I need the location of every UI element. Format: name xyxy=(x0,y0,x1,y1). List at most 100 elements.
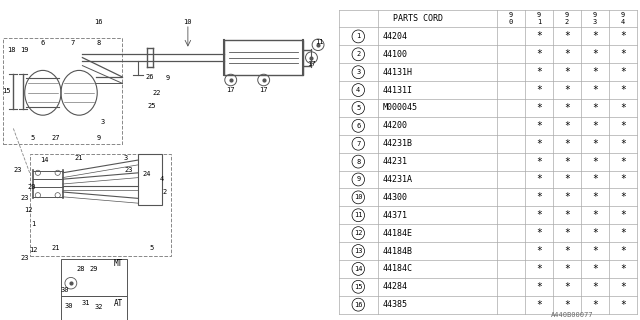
Text: 26: 26 xyxy=(146,74,154,80)
Text: *: * xyxy=(564,121,570,131)
Text: 44231B: 44231B xyxy=(382,139,412,148)
Text: *: * xyxy=(536,300,542,310)
Text: *: * xyxy=(592,85,598,95)
Text: 4: 4 xyxy=(356,87,360,93)
Text: *: * xyxy=(564,85,570,95)
Text: 44100: 44100 xyxy=(382,50,407,59)
Text: *: * xyxy=(592,264,598,274)
Text: 44231: 44231 xyxy=(382,157,407,166)
Text: 2: 2 xyxy=(163,189,167,195)
Text: 30: 30 xyxy=(65,303,74,308)
Text: 44131I: 44131I xyxy=(382,85,412,95)
Text: *: * xyxy=(620,67,626,77)
Text: *: * xyxy=(564,282,570,292)
Text: 8: 8 xyxy=(97,40,101,46)
Text: 17: 17 xyxy=(227,87,235,92)
Text: 23: 23 xyxy=(20,255,29,260)
Text: *: * xyxy=(564,49,570,59)
Text: 44385: 44385 xyxy=(382,300,407,309)
Text: 1: 1 xyxy=(356,33,360,39)
Text: 6: 6 xyxy=(356,123,360,129)
Text: 15: 15 xyxy=(3,88,11,94)
Bar xyxy=(29,154,172,256)
Text: 11: 11 xyxy=(354,212,362,218)
Text: 9
0: 9 0 xyxy=(509,12,513,25)
Text: *: * xyxy=(592,103,598,113)
Text: *: * xyxy=(564,210,570,220)
Text: *: * xyxy=(620,103,626,113)
Text: 7: 7 xyxy=(356,141,360,147)
Text: 3: 3 xyxy=(123,156,127,161)
Text: *: * xyxy=(536,139,542,149)
Text: PARTS CORD: PARTS CORD xyxy=(393,14,443,23)
Text: *: * xyxy=(564,300,570,310)
Text: 18: 18 xyxy=(7,47,16,52)
Text: 14: 14 xyxy=(354,266,362,272)
Text: *: * xyxy=(564,264,570,274)
Text: *: * xyxy=(536,228,542,238)
Text: 19: 19 xyxy=(20,47,29,52)
Text: 44184B: 44184B xyxy=(382,246,412,255)
Text: 31: 31 xyxy=(81,300,90,306)
Text: *: * xyxy=(620,85,626,95)
Text: 13: 13 xyxy=(354,248,362,254)
Bar xyxy=(61,259,127,296)
Text: *: * xyxy=(592,192,598,202)
Text: AT: AT xyxy=(114,300,124,308)
Bar xyxy=(138,154,161,205)
Text: 24: 24 xyxy=(143,172,151,177)
Text: *: * xyxy=(620,31,626,41)
Text: 44284: 44284 xyxy=(382,282,407,291)
Text: 22: 22 xyxy=(152,90,161,96)
Text: *: * xyxy=(592,300,598,310)
Text: *: * xyxy=(592,49,598,59)
Text: *: * xyxy=(620,300,626,310)
Text: *: * xyxy=(564,67,570,77)
Text: *: * xyxy=(536,264,542,274)
Text: 1: 1 xyxy=(31,221,35,227)
Text: *: * xyxy=(620,156,626,167)
Text: 9: 9 xyxy=(166,76,170,81)
Text: 17: 17 xyxy=(259,87,268,92)
Text: 9
1: 9 1 xyxy=(537,12,541,25)
Text: 14: 14 xyxy=(40,157,49,163)
Text: *: * xyxy=(564,192,570,202)
Text: *: * xyxy=(620,246,626,256)
Text: 9: 9 xyxy=(356,177,360,182)
Text: *: * xyxy=(536,174,542,185)
Text: 16: 16 xyxy=(95,20,103,25)
Text: *: * xyxy=(592,121,598,131)
Text: *: * xyxy=(592,67,598,77)
Text: 44204: 44204 xyxy=(382,32,407,41)
Text: 9
4: 9 4 xyxy=(621,12,625,25)
Text: *: * xyxy=(536,192,542,202)
Text: 23: 23 xyxy=(14,167,22,172)
Text: A440B00077: A440B00077 xyxy=(551,312,593,318)
Text: 3: 3 xyxy=(100,119,104,124)
Text: *: * xyxy=(592,282,598,292)
Text: *: * xyxy=(564,228,570,238)
Text: 32: 32 xyxy=(95,304,103,309)
Text: *: * xyxy=(536,121,542,131)
Text: 3: 3 xyxy=(356,69,360,75)
Text: 20: 20 xyxy=(27,184,36,190)
Text: *: * xyxy=(536,67,542,77)
Text: *: * xyxy=(592,246,598,256)
Text: 6: 6 xyxy=(41,40,45,46)
Text: *: * xyxy=(620,174,626,185)
Text: *: * xyxy=(620,121,626,131)
Text: 17: 17 xyxy=(307,61,316,67)
Text: 4: 4 xyxy=(159,176,164,182)
Text: *: * xyxy=(592,174,598,185)
Text: 44184C: 44184C xyxy=(382,264,412,273)
Text: MT: MT xyxy=(114,260,124,268)
Text: 5: 5 xyxy=(356,105,360,111)
Text: *: * xyxy=(592,228,598,238)
Text: *: * xyxy=(620,228,626,238)
Text: 44131H: 44131H xyxy=(382,68,412,77)
Text: 11: 11 xyxy=(316,39,324,44)
Text: *: * xyxy=(536,156,542,167)
Text: *: * xyxy=(592,139,598,149)
Text: 10: 10 xyxy=(354,194,362,200)
Bar xyxy=(3,38,122,144)
